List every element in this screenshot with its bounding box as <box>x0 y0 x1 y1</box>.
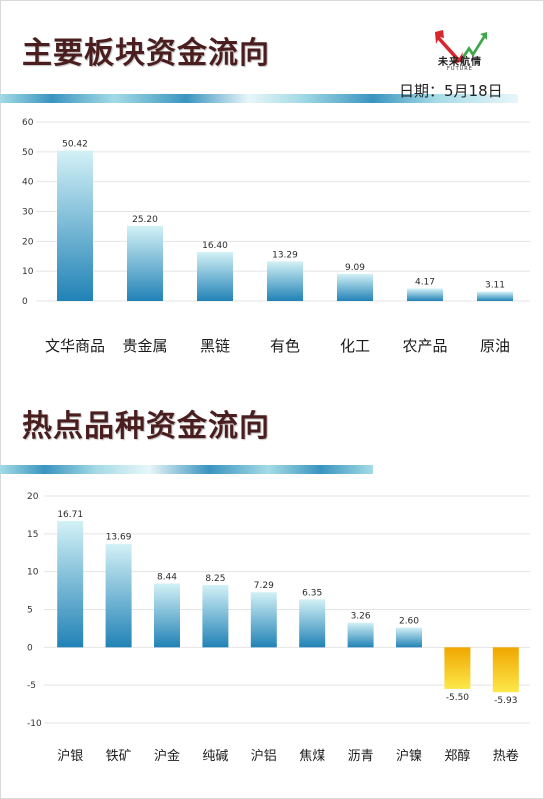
data-label: 7.29 <box>254 581 274 591</box>
category-label: 纯碱 <box>202 749 228 764</box>
category-label: 有色 <box>270 337 300 355</box>
y-tick-label: 10 <box>27 568 39 578</box>
bar <box>57 150 93 301</box>
bar <box>57 520 84 648</box>
logo-subtext: FUTURE <box>447 66 473 72</box>
y-tick-label: 30 <box>22 208 34 218</box>
data-label: 8.44 <box>157 572 177 582</box>
category-label: 铁矿 <box>106 749 132 764</box>
category-label: 沪镍 <box>396 748 422 764</box>
bar <box>347 622 374 648</box>
date-label: 日期： <box>399 82 445 100</box>
data-label: 8.25 <box>205 574 225 584</box>
negative-bar <box>492 647 519 693</box>
bar <box>197 252 233 301</box>
date-value: 5月18日 <box>444 82 503 100</box>
category-label: 文华商品 <box>45 337 105 355</box>
category-label: 沪金 <box>154 748 180 764</box>
data-label: 13.69 <box>106 533 132 543</box>
y-tick-label: 10 <box>22 267 34 277</box>
y-tick-label: -5 <box>27 681 36 691</box>
title-underline-band <box>0 94 518 103</box>
y-tick-label: 0 <box>22 297 28 307</box>
data-label: 6.35 <box>302 588 322 598</box>
y-tick-label: 20 <box>22 237 34 247</box>
data-label: 13.29 <box>272 250 298 260</box>
date-row: 日期：5月18日 <box>399 80 503 101</box>
data-label: 3.26 <box>351 612 371 622</box>
bar <box>477 291 513 301</box>
category-label: 沪铝 <box>251 748 277 764</box>
category-label: 郑醇 <box>444 748 470 764</box>
data-label: -5.50 <box>446 693 470 703</box>
y-tick-label: 0 <box>27 643 33 653</box>
bar <box>202 584 229 648</box>
category-label: 焦煤 <box>299 749 325 764</box>
main-sector-title: 主要板块资金流向 <box>22 36 270 71</box>
bar <box>407 288 443 301</box>
data-label: 16.40 <box>202 241 228 251</box>
y-tick-label: 15 <box>27 530 38 540</box>
y-tick-label: -10 <box>27 719 42 729</box>
y-tick-label: 20 <box>27 492 39 502</box>
variety-flow-chart: -10 -5 0 5 10 15 20 16.71 沪银 13.69 铁矿 8.44 沪金 8.25 纯碱 7… <box>27 492 530 764</box>
data-label: 25.20 <box>132 215 158 225</box>
y-tick-label: 40 <box>22 178 34 188</box>
bar <box>154 583 180 648</box>
title-underline-band-2 <box>0 465 373 474</box>
bar <box>396 627 422 648</box>
sector-flow-chart: 0 10 20 30 40 50 60 50.42 文华商品 25.20 贵金属 16.40 黑链 13.… <box>22 118 530 355</box>
bar <box>267 261 303 301</box>
category-label: 化工 <box>340 337 370 355</box>
y-tick-label: 60 <box>22 118 34 128</box>
data-label: 3.11 <box>485 281 505 291</box>
data-label: 16.71 <box>57 510 83 520</box>
hot-variety-title: 热点品种资金流向 <box>22 409 270 444</box>
category-label: 黑链 <box>200 337 230 355</box>
category-label: 农产品 <box>402 337 447 355</box>
category-label: 沪银 <box>57 748 83 764</box>
data-label: 9.09 <box>345 263 365 273</box>
bar <box>299 599 326 648</box>
bar <box>337 273 373 301</box>
bar <box>250 592 277 648</box>
data-label: 4.17 <box>415 278 435 288</box>
negative-bar <box>444 647 471 689</box>
logo-text: 未来航情 <box>438 57 482 68</box>
bar <box>105 543 132 648</box>
y-tick-label: 5 <box>27 606 33 616</box>
category-label: 沥青 <box>348 749 374 764</box>
logo-red-arrow <box>435 30 463 64</box>
future-logo-icon <box>435 30 487 64</box>
category-label: 热卷 <box>493 748 519 764</box>
data-label: 2.60 <box>399 617 419 627</box>
category-label: 原油 <box>480 337 510 355</box>
category-label: 贵金属 <box>122 337 167 355</box>
data-label: 50.42 <box>62 140 88 150</box>
logo-green-check <box>461 32 487 59</box>
data-label: -5.93 <box>494 696 517 706</box>
bar <box>127 225 163 301</box>
y-tick-label: 50 <box>22 148 34 158</box>
